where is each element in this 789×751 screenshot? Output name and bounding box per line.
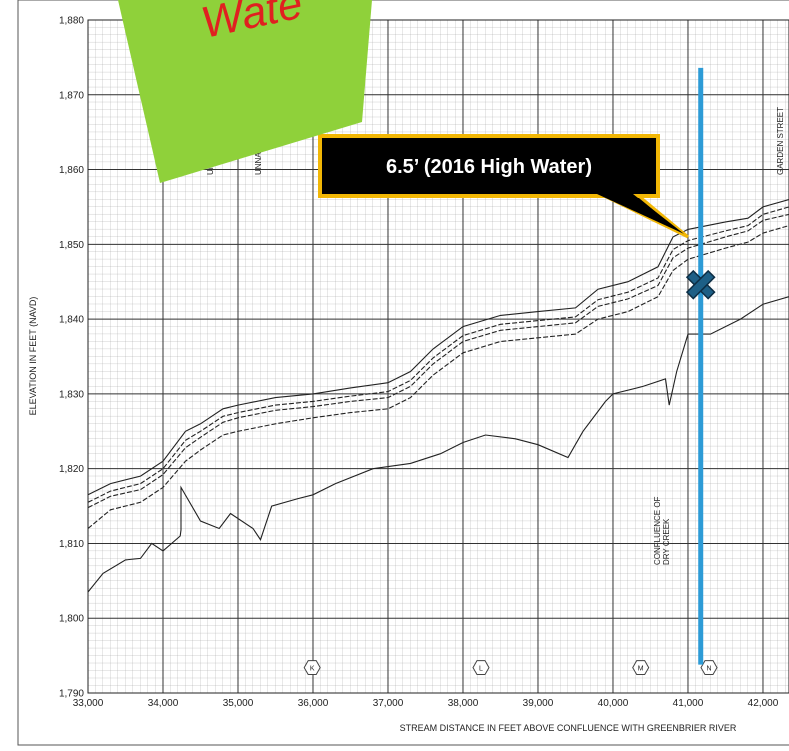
x-tick-label: 41,000 [673,698,704,709]
y-tick-label: 1,850 [59,240,84,251]
plot-frame [87,19,789,694]
cross-section-label: K [310,666,315,673]
cross-section-label: M [638,666,644,673]
profile-line [88,296,789,593]
x-tick-label: 38,000 [448,698,479,709]
y-tick-label: 1,820 [59,464,84,475]
confluence-label: CONFLUENCE OF [653,496,662,565]
x-tick-label: 39,000 [523,698,554,709]
y-tick-label: 1,810 [59,539,84,550]
overlay: 6.5’ (2016 High Water) [318,67,716,665]
x-tick-label: 33,000 [73,698,104,709]
y-tick-label: 1,840 [59,315,84,326]
cross-section-marker [632,660,650,675]
ticks: 1,790 1,800 1,810 1,820 1,830 1,840 1,850 1,860… [59,16,779,710]
x-tick-label: 34,000 [148,698,179,709]
y-tick-label: 1,800 [59,614,84,625]
frame [17,0,789,746]
road-label: UNNA [254,152,263,175]
callout-text: 6.5’ (2016 High Water) [386,156,592,178]
cross-section-marker [472,660,490,675]
y-tick-label: 1,880 [59,16,84,27]
cross-section-label: L [479,666,483,673]
y-tick-label: 1,860 [59,165,84,176]
y-tick-label: 1,870 [59,90,84,101]
x-tick-label: 36,000 [298,698,329,709]
road-label: UN [206,163,215,175]
profile-line [88,206,789,503]
callout-box [318,134,660,198]
x-tick-label: 42,000 [748,698,779,709]
profile-line [88,213,789,509]
x-tick-label: 35,000 [223,698,254,709]
callout-pointer-join [597,194,684,234]
y-tick-label: 1,790 [59,689,84,700]
cross-section-label: N [706,666,711,673]
x-tick-label: 40,000 [598,698,629,709]
cross-section-marker [303,660,321,675]
y-axis-label: ELEVATION IN FEET (NAVD) [28,297,38,416]
road-label: GARDEN STREET [776,107,785,175]
cross-section-marker [700,660,718,675]
x-tick-label: 37,000 [373,698,404,709]
high-water-marker [685,269,716,300]
x-axis-label: STREAM DISTANCE IN FEET ABOVE CONFLUENCE… [400,723,737,733]
profile-line [88,225,789,529]
sticky-note: Wate [118,0,372,183]
note-paper [118,0,372,183]
marker-stroke [685,269,716,300]
confluence-label: DRY CREEK [662,518,671,565]
y-tick-label: 1,830 [59,389,84,400]
